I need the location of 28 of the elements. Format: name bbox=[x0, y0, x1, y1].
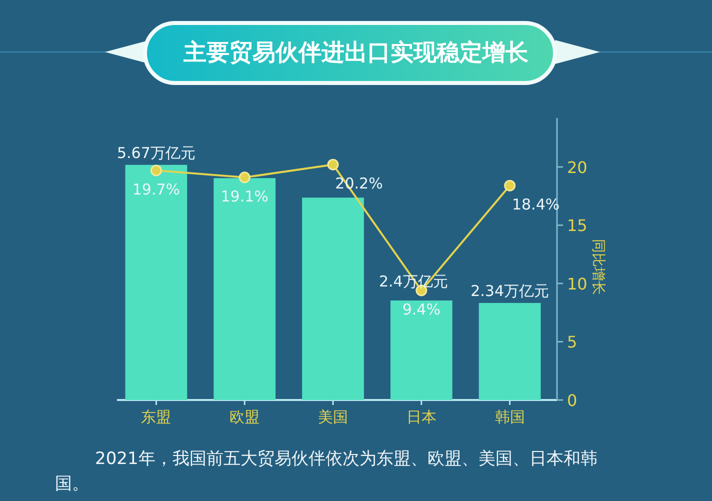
data-label: 9.4% bbox=[402, 300, 440, 318]
y2-tick-label: 15 bbox=[567, 216, 588, 236]
data-label: 18.4% bbox=[512, 196, 560, 214]
bar bbox=[390, 300, 452, 400]
point bbox=[504, 180, 516, 192]
y2-axis-title: 同比增长 bbox=[590, 239, 606, 295]
x-tick-label: 日本 bbox=[406, 408, 436, 426]
point bbox=[238, 172, 250, 184]
y2-tick-label: 0 bbox=[567, 391, 578, 410]
chart-title: 主要贸易伙伴进出口实现稳定增长 bbox=[182, 39, 528, 66]
x-tick-label: 东盟 bbox=[141, 408, 172, 426]
point bbox=[150, 164, 162, 176]
data-label: 5.67万亿元 bbox=[116, 144, 196, 162]
x-tick-label: 美国 bbox=[318, 408, 348, 426]
x-tick-label: 韩国 bbox=[494, 408, 525, 426]
bar bbox=[214, 178, 276, 400]
x-tick-label: 欧盟 bbox=[230, 408, 260, 426]
bar bbox=[302, 198, 364, 400]
data-label: 2.34万亿元 bbox=[470, 282, 550, 300]
text: 2021年，我国前五大贸易伙伴依次为东盟、欧盟、美国、日本和韩国。 bbox=[55, 448, 598, 496]
y2-tick-label: 5 bbox=[567, 332, 578, 352]
bar bbox=[478, 302, 541, 400]
y2-tick-label: 20 bbox=[567, 158, 588, 177]
data-label: 19.7% bbox=[132, 180, 180, 198]
point bbox=[327, 158, 339, 170]
y2-tick-label: 10 bbox=[567, 274, 588, 294]
bar bbox=[125, 164, 188, 400]
data-label: 19.1% bbox=[220, 187, 268, 206]
